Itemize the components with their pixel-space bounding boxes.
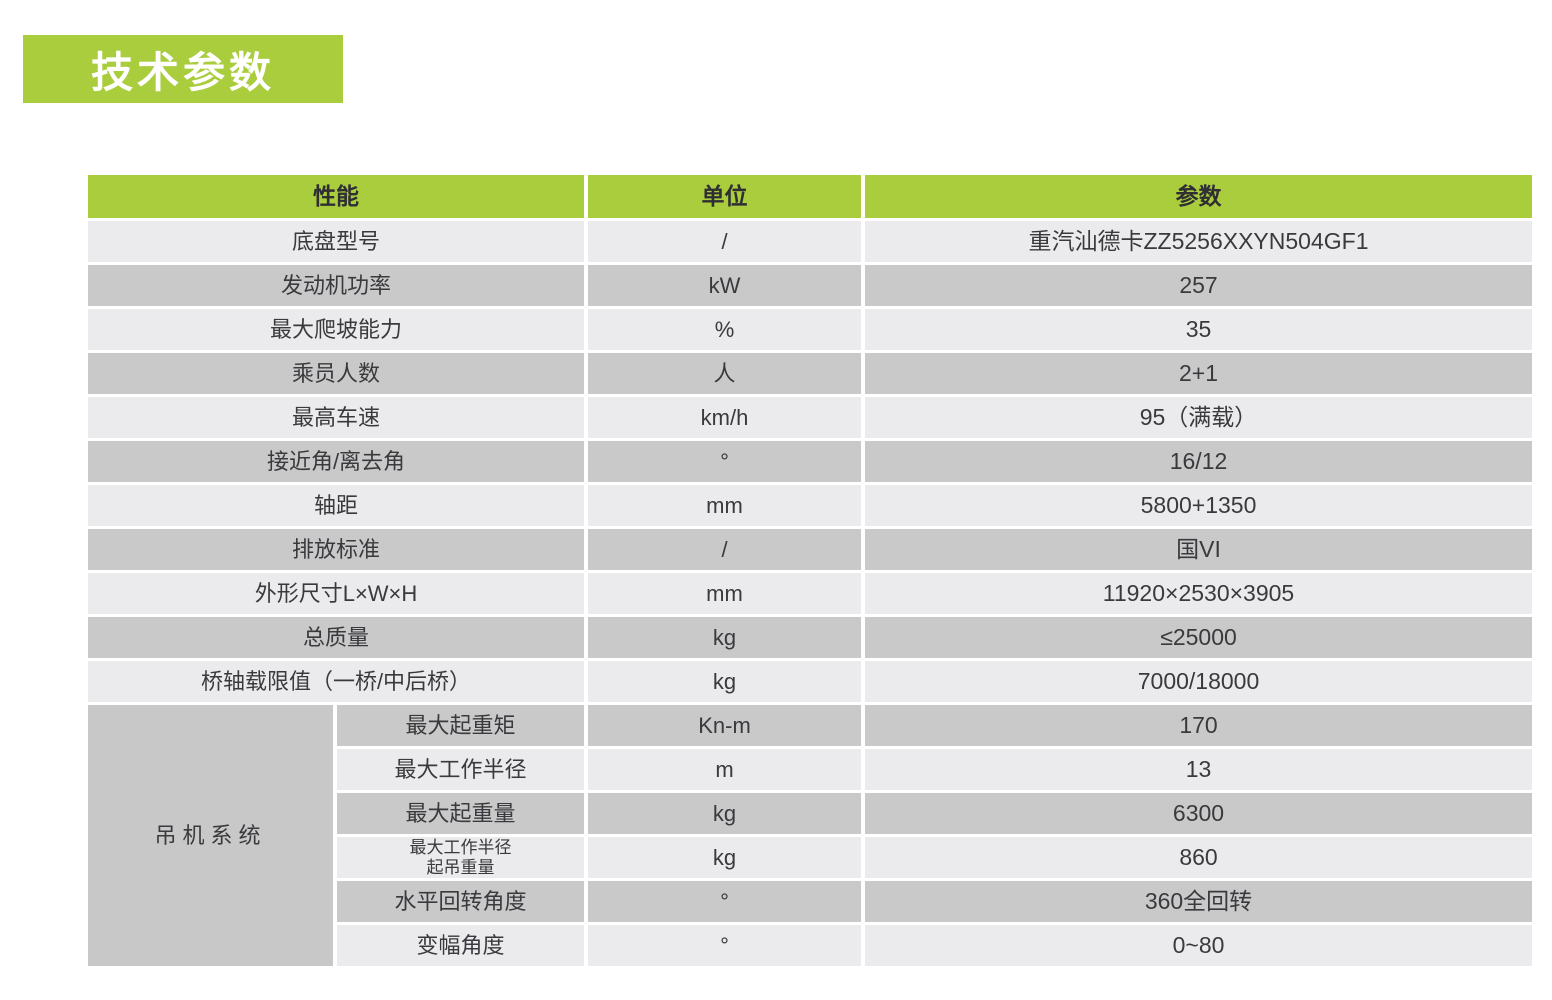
spec-value: 2+1 [865,353,1532,394]
spec-name: 最大起重量 [337,793,584,834]
spec-unit: ° [588,441,861,482]
spec-name: 最大起重矩 [337,705,584,746]
spec-value: 国VI [865,529,1532,570]
spec-name: 外形尺寸L×W×H [88,573,584,614]
spec-value: ≤25000 [865,617,1532,658]
spec-name: 最大爬坡能力 [88,309,584,350]
spec-value: 257 [865,265,1532,306]
spec-value: 11920×2530×3905 [865,573,1532,614]
spec-unit: kW [588,265,861,306]
spec-value: 360全回转 [865,881,1532,922]
spec-value: 7000/18000 [865,661,1532,702]
spec-value: 16/12 [865,441,1532,482]
spec-table: 性能 单位 参数 底盘型号 / 重汽汕德卡ZZ5256XXYN504GF1 发动… [88,175,1532,966]
spec-unit: mm [588,485,861,526]
header-unit: 单位 [588,175,861,218]
spec-unit: kg [588,837,861,878]
spec-name: 排放标准 [88,529,584,570]
spec-name: 轴距 [88,485,584,526]
spec-name: 最高车速 [88,397,584,438]
spec-name: 总质量 [88,617,584,658]
spec-value: 0~80 [865,925,1532,966]
spec-value: 95（满载） [865,397,1532,438]
spec-unit: 人 [588,353,861,394]
spec-value: 5800+1350 [865,485,1532,526]
spec-unit: m [588,749,861,790]
spec-value: 重汽汕德卡ZZ5256XXYN504GF1 [865,221,1532,262]
spec-name: 最大工作半径 [337,749,584,790]
spec-unit: km/h [588,397,861,438]
spec-unit: ° [588,925,861,966]
header-parameter: 参数 [865,175,1532,218]
crane-system-group-label: 吊机系统 [88,705,333,966]
spec-name: 水平回转角度 [337,881,584,922]
spec-unit: ° [588,881,861,922]
spec-name: 乘员人数 [88,353,584,394]
spec-unit: Kn-m [588,705,861,746]
spec-name: 桥轴载限值（一桥/中后桥） [88,661,584,702]
spec-unit: mm [588,573,861,614]
spec-value: 6300 [865,793,1532,834]
spec-value: 35 [865,309,1532,350]
spec-unit: kg [588,661,861,702]
spec-value: 170 [865,705,1532,746]
header-performance: 性能 [88,175,584,218]
spec-unit: % [588,309,861,350]
spec-name: 最大工作半径 起吊重量 [337,837,584,878]
spec-unit: kg [588,617,861,658]
spec-name: 底盘型号 [88,221,584,262]
spec-unit: kg [588,793,861,834]
page-title: 技术参数 [23,35,343,103]
spec-name: 发动机功率 [88,265,584,306]
spec-value: 860 [865,837,1532,878]
spec-unit: / [588,221,861,262]
spec-name: 接近角/离去角 [88,441,584,482]
spec-name: 变幅角度 [337,925,584,966]
spec-unit: / [588,529,861,570]
spec-value: 13 [865,749,1532,790]
